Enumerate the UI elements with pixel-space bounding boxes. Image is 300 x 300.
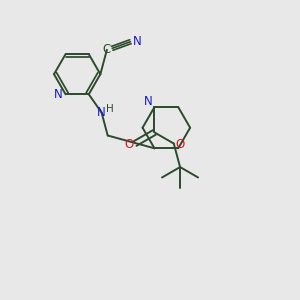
Text: N: N: [54, 88, 62, 101]
Text: N: N: [133, 34, 142, 48]
Text: C: C: [103, 43, 111, 56]
Text: N: N: [143, 95, 152, 108]
Text: O: O: [124, 138, 133, 151]
Text: N: N: [97, 106, 106, 119]
Text: H: H: [106, 104, 114, 114]
Text: O: O: [176, 138, 185, 151]
